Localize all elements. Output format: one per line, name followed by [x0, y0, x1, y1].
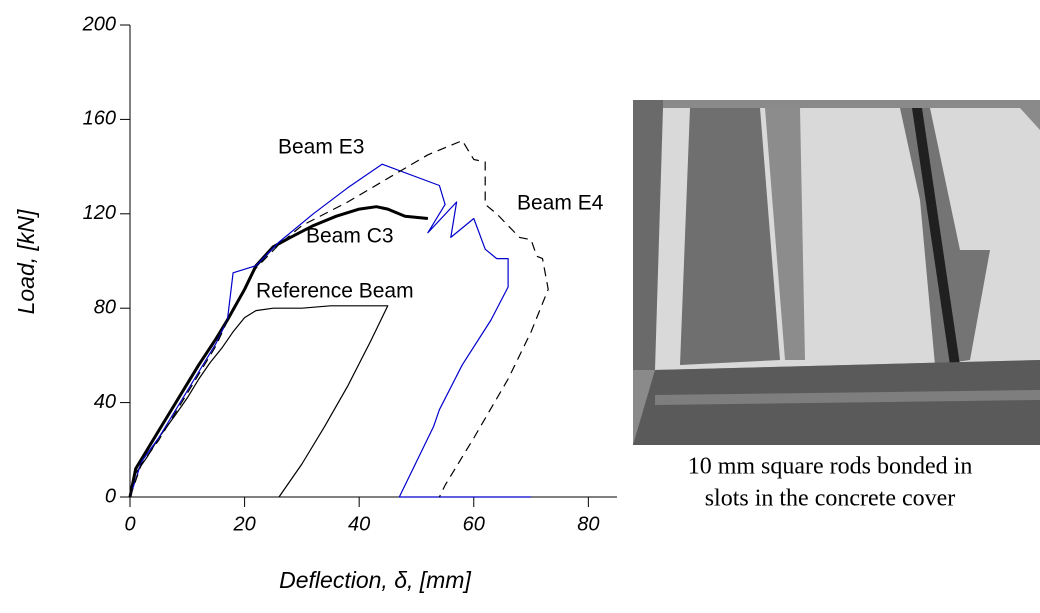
x-tick-label: 20 [232, 513, 255, 535]
series-line [128, 205, 429, 498]
x-tick-label: 80 [577, 513, 599, 535]
y-tick-label: 80 [94, 296, 116, 318]
y-tick-label: 120 [83, 202, 116, 224]
series-line [129, 305, 389, 498]
plot-area: 0 40 80 120 160 200 0 20 40 60 80 Beam E3 Beam E4 Bea… [82, 13, 604, 535]
annotation: Beam C3 [306, 225, 394, 248]
annotation: Beam E4 [517, 192, 604, 215]
y-tick-label: 0 [105, 485, 116, 507]
annotation: Beam E3 [278, 136, 364, 159]
photo [633, 100, 1040, 445]
x-tick-label: 40 [348, 513, 370, 535]
caption-line: 10 mm square rods bonded in [688, 454, 973, 480]
x-axis-title: Deflection, δ, [mm] [279, 567, 471, 593]
y-tick-label: 40 [94, 391, 116, 413]
annotation: Reference Beam [256, 280, 414, 303]
y-tick-label: 200 [82, 13, 116, 35]
x-tick-label: 60 [463, 513, 485, 535]
y-tick-label: 160 [83, 108, 116, 130]
x-tick-label: 0 [124, 513, 135, 535]
caption-line: slots in the concrete cover [705, 486, 956, 512]
series-line [129, 140, 549, 498]
series-line [129, 163, 532, 498]
y-axis-title: Load, [kN] [13, 209, 39, 314]
